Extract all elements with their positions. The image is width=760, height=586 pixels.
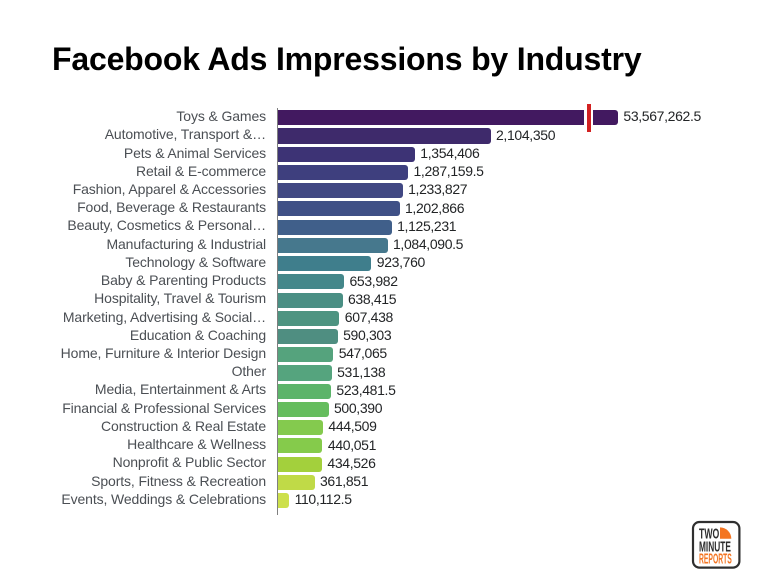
svg-text:REPORTS: REPORTS — [699, 550, 732, 567]
svg-text:MINUTE: MINUTE — [699, 538, 731, 555]
svg-text:TWO: TWO — [699, 525, 719, 542]
